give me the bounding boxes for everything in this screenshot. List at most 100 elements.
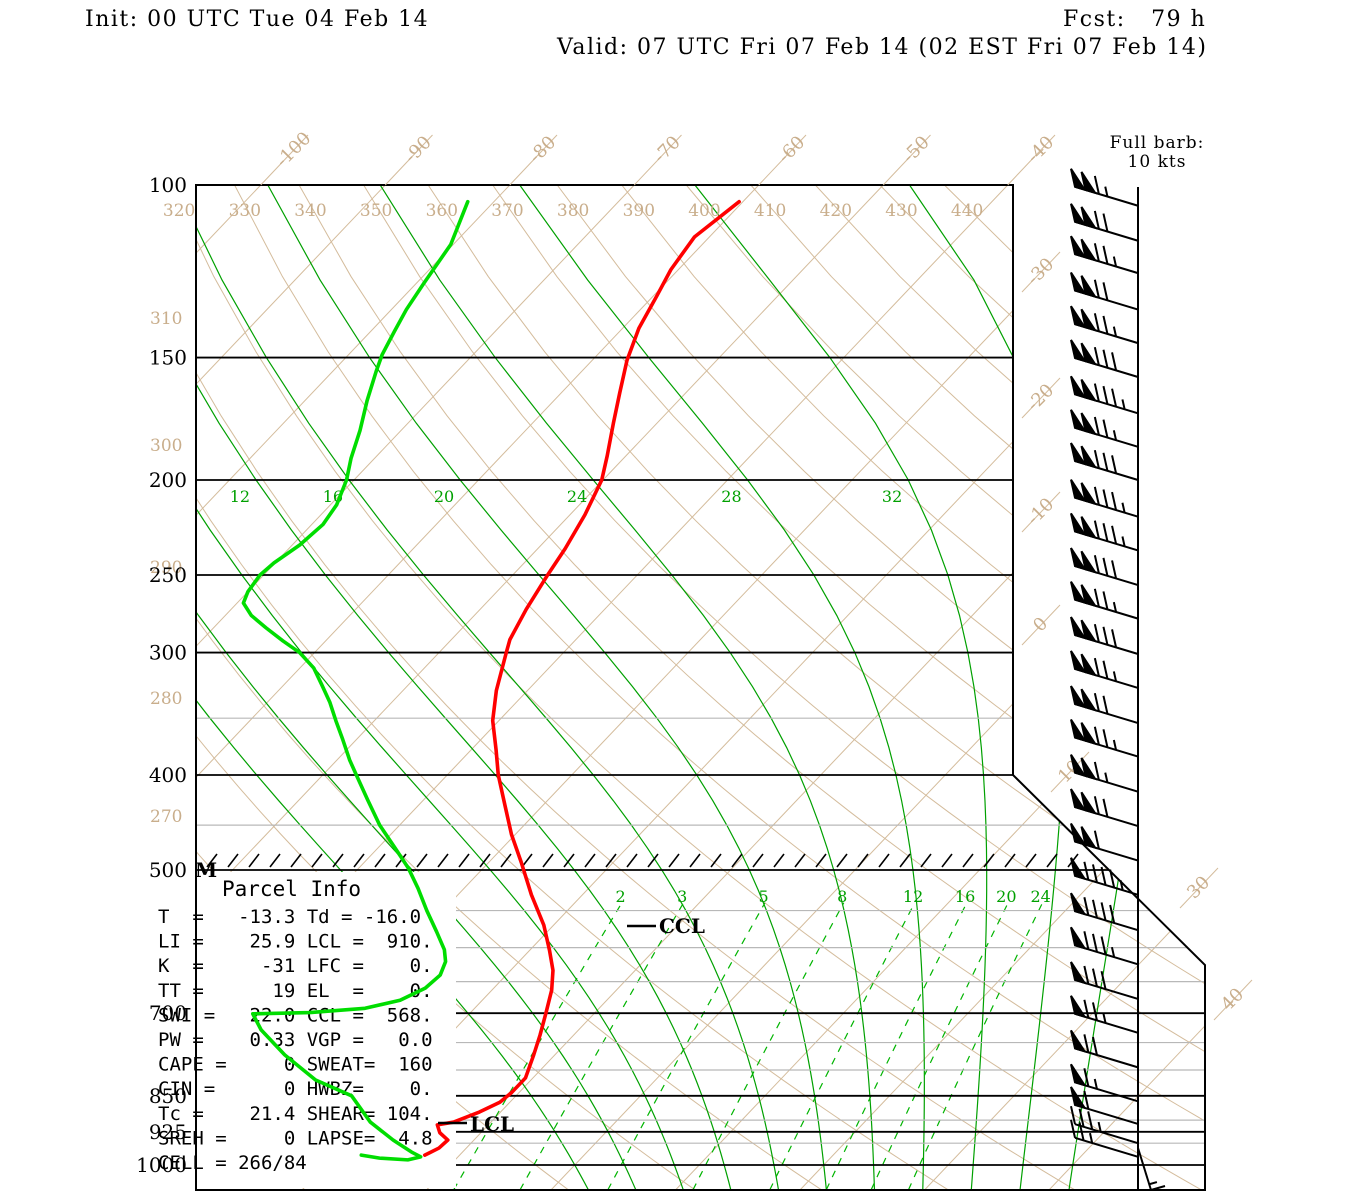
- isoline-labels: 320 330 340 350 360 370 380 390 400 410 420 430 4403…: [150, 201, 1051, 906]
- wind-barb: [1070, 892, 1139, 932]
- wind-barb: [1070, 375, 1139, 415]
- wind-barb: [1070, 339, 1139, 378]
- wind-barb: [1070, 442, 1139, 481]
- wind-barb: [1070, 961, 1139, 1000]
- wind-barb: [1070, 512, 1139, 552]
- wind-barb: [1070, 409, 1139, 448]
- barb-legend-line2: 10 kts: [1128, 152, 1187, 172]
- svg-text:400: 400: [688, 201, 720, 221]
- svg-text:SREH = 0 LAPSE= 4.8: SREH = 0 LAPSE= 4.8: [158, 1127, 433, 1149]
- wind-barb: [1070, 1063, 1139, 1103]
- svg-text:360: 360: [426, 201, 458, 221]
- wind-barb: [1070, 547, 1139, 587]
- svg-text:410: 410: [754, 201, 786, 221]
- svg-text:SWI = 22.0 CCL = 568.: SWI = 22.0 CCL = 568.: [158, 1004, 433, 1026]
- valid-time-text: Valid: 07 UTC Fri 07 Feb 14 (02 EST Fri …: [556, 35, 1207, 60]
- wind-barb: [1070, 857, 1139, 896]
- svg-text:500: 500: [149, 858, 187, 882]
- parcel-info-table: T = -13.3 Td = -16.0 LI = 25.9 LCL = 910.…: [158, 906, 433, 1174]
- wind-barb: [1070, 650, 1139, 689]
- wind-barb: [1070, 1029, 1139, 1069]
- wind-barb: [1070, 203, 1139, 242]
- svg-text:28: 28: [721, 487, 741, 506]
- wind-barb: [1070, 235, 1139, 275]
- svg-text:150: 150: [149, 346, 187, 370]
- svg-text:420: 420: [820, 201, 852, 221]
- parcel-info-title: Parcel Info: [222, 877, 361, 901]
- m-level-label: M: [195, 858, 217, 882]
- svg-text:24: 24: [1030, 887, 1050, 906]
- svg-text:290: 290: [150, 558, 182, 578]
- barb-legend-line1: Full barb:: [1110, 133, 1205, 153]
- wind-barb: [1070, 995, 1139, 1034]
- lcl-label: LCL: [470, 1112, 514, 1136]
- svg-text:T = -13.3 Td = -16.0: T = -13.3 Td = -16.0: [158, 906, 421, 928]
- svg-text:20: 20: [434, 487, 454, 506]
- wind-barb: [1070, 685, 1139, 724]
- wind-barb: [1070, 822, 1139, 862]
- svg-text:440: 440: [951, 201, 983, 221]
- svg-text:850: 850: [149, 1084, 187, 1108]
- svg-text:12: 12: [230, 487, 250, 506]
- svg-text:330: 330: [229, 201, 261, 221]
- sounding-profiles: [241, 199, 741, 1162]
- svg-text:3: 3: [677, 887, 687, 906]
- wind-barb: [1070, 1105, 1139, 1145]
- wind-barb: [1070, 1086, 1139, 1125]
- wind-barb: [1070, 305, 1139, 345]
- svg-text:20: 20: [996, 887, 1016, 906]
- svg-text:380: 380: [557, 201, 589, 221]
- svg-text:350: 350: [360, 201, 392, 221]
- wind-barb: [1070, 718, 1139, 758]
- wind-barb: [1137, 1147, 1166, 1191]
- svg-text:250: 250: [149, 563, 187, 587]
- svg-text:CIN = 0 HWBZ= 0.: CIN = 0 HWBZ= 0.: [158, 1078, 433, 1100]
- svg-text:310: 310: [150, 309, 182, 329]
- ccl-label: CCL: [659, 914, 705, 938]
- svg-text:8: 8: [837, 887, 847, 906]
- wind-barb: [1070, 926, 1139, 966]
- svg-text:TT = 19 EL = 0.: TT = 19 EL = 0.: [158, 980, 433, 1002]
- svg-text:16: 16: [955, 887, 975, 906]
- parcel-info-panel: [197, 872, 456, 1188]
- svg-text:PW = 0.33 VGP = 0.0: PW = 0.33 VGP = 0.0: [158, 1029, 433, 1051]
- wind-barb: [1070, 581, 1139, 620]
- svg-text:400: 400: [149, 763, 187, 787]
- svg-text:12: 12: [903, 887, 923, 906]
- wind-barb: [1070, 272, 1139, 311]
- svg-text:925: 925: [149, 1120, 187, 1144]
- svg-text:300: 300: [150, 436, 182, 456]
- wind-barb: [1070, 754, 1139, 793]
- svg-text:2: 2: [616, 887, 626, 906]
- svg-text:280: 280: [150, 689, 182, 709]
- svg-text:Tc = 21.4 SHEAR= 104.: Tc = 21.4 SHEAR= 104.: [158, 1103, 433, 1125]
- svg-text:300: 300: [149, 641, 187, 665]
- svg-text:200: 200: [149, 468, 187, 492]
- svg-text:5: 5: [758, 887, 768, 906]
- svg-text:320: 320: [163, 201, 195, 221]
- svg-text:K = -31 LFC = 0.: K = -31 LFC = 0.: [158, 955, 433, 977]
- wind-barb-column: [1070, 168, 1166, 1191]
- svg-text:270: 270: [150, 807, 182, 827]
- svg-text:LI = 25.9 LCL = 910.: LI = 25.9 LCL = 910.: [158, 931, 433, 953]
- svg-text:-100: -100: [272, 128, 315, 171]
- svg-text:340: 340: [294, 201, 326, 221]
- wind-barb: [1070, 479, 1139, 518]
- svg-text:370: 370: [491, 201, 523, 221]
- forecast-hour-text: Fcst: 79 h: [1063, 7, 1206, 32]
- svg-text:32: 32: [882, 487, 902, 506]
- plot-border: [195, 184, 1206, 1191]
- init-time-text: Init: 00 UTC Tue 04 Feb 14: [85, 7, 429, 32]
- svg-text:700: 700: [149, 1001, 187, 1025]
- wind-barb: [1070, 788, 1139, 828]
- wind-barb: [1070, 1119, 1139, 1158]
- svg-text:100: 100: [149, 173, 187, 197]
- svg-text:24: 24: [567, 487, 587, 506]
- wind-barb: [1070, 616, 1139, 655]
- svg-text:430: 430: [885, 201, 917, 221]
- svg-text:1000: 1000: [136, 1153, 187, 1177]
- hatch-row-500mb: [206, 853, 1079, 868]
